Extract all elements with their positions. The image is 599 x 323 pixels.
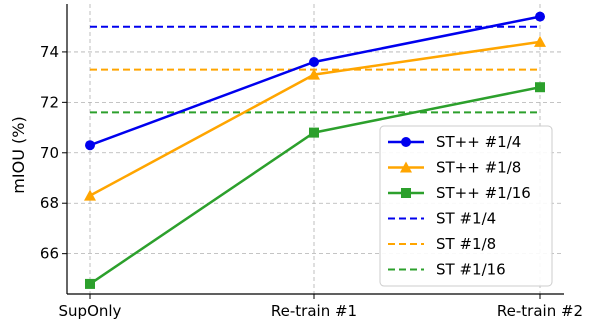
y-tick-label: 70 (40, 144, 59, 162)
series (84, 11, 546, 289)
x-tick-label: Re-train #2 (497, 302, 583, 320)
y-tick-label: 66 (40, 245, 59, 263)
legend-marker-st-1-8 (400, 161, 412, 173)
data-point-st-1-16 (535, 82, 545, 93)
legend-label-st-1-8: ST++ #1/8 (436, 159, 521, 177)
y-tick-label: 74 (40, 43, 59, 61)
y-axis-title: mIOU (%) (9, 116, 28, 193)
legend-label-st-1-16: ST #1/16 (436, 261, 506, 279)
y-tick-label: 72 (40, 93, 59, 111)
legend-marker-st-1-4 (401, 137, 411, 147)
data-point-st-1-8 (308, 68, 320, 80)
data-point-st-1-4 (535, 11, 545, 22)
data-point-st-1-4 (85, 140, 95, 151)
data-point-st-1-16 (309, 127, 319, 138)
data-point-st-1-4 (309, 57, 319, 67)
y-tick-label: 68 (40, 194, 59, 212)
ticks: 66 68 70 72 74 SupOnly Re-train #1 Re-train #2 (40, 43, 583, 320)
data-point-st-1-16 (85, 278, 95, 289)
legend-label-st-1-8: ST #1/8 (436, 235, 496, 253)
data-point-st-1-8 (534, 35, 546, 47)
x-tick-label: SupOnly (59, 302, 122, 320)
baselines (90, 25, 540, 114)
data-point-st-1-8 (84, 189, 96, 201)
x-tick-label: Re-train #1 (271, 302, 357, 320)
legend-label-st-1-4: ST++ #1/4 (436, 133, 521, 151)
legend-box (379, 125, 553, 287)
legend-marker-st-1-16 (401, 188, 411, 198)
legend-label-st-1-16: ST++ #1/16 (436, 184, 531, 202)
legend-label-st-1-4: ST #1/4 (436, 210, 496, 228)
legend: ST++ #1/4 ST++ #1/8 ST++ #1/16 ST #1/4 ST #1… (379, 125, 553, 287)
